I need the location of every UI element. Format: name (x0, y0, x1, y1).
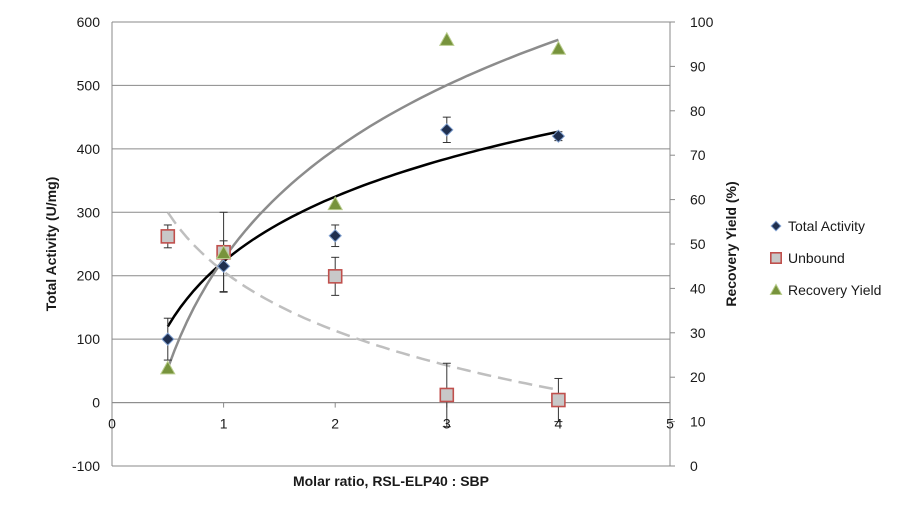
recovery-yield-point (438, 31, 455, 46)
y-tick-label-left: 100 (77, 331, 101, 347)
legend-label-recovery-yield: Recovery Yield (788, 282, 881, 298)
x-axis-title: Molar ratio, RSL-ELP40 : SBP (293, 473, 489, 489)
total-activity-point (161, 332, 175, 346)
legend-marker-unbound (769, 252, 782, 265)
legend-label-total-activity: Total Activity (788, 218, 865, 234)
unbound-point (551, 392, 566, 408)
y-tick-label-right: 60 (690, 192, 706, 208)
trendline-2 (166, 211, 559, 392)
unbound-point (160, 229, 176, 244)
x-tick-label: 1 (220, 416, 228, 432)
total-activity-point (551, 129, 566, 143)
legend-label-unbound: Unbound (788, 250, 845, 266)
y-tick-label-right: 20 (690, 369, 706, 385)
y-tick-label-right: 30 (690, 325, 706, 341)
recovery-yield-point (550, 40, 567, 55)
recovery-yield-point (327, 196, 344, 211)
y-tick-label-left: 300 (77, 204, 101, 220)
y-tick-label-right: 80 (690, 103, 706, 119)
x-tick-label: 0 (108, 416, 116, 432)
data-points (159, 31, 567, 408)
y-tick-label-right: 70 (690, 147, 706, 163)
legend: Total Activity Unbound Recovery Yield (769, 218, 881, 298)
y-tick-label-left: 600 (77, 14, 101, 30)
x-tick-label: 2 (331, 416, 339, 432)
y-tick-label-left: 0 (92, 395, 100, 411)
unbound-point (327, 269, 343, 284)
y-tick-label-left: 200 (77, 268, 101, 284)
gridlines (112, 21, 670, 467)
legend-item-unbound: Unbound (769, 250, 845, 266)
y-tick-label-left: 400 (77, 141, 101, 157)
x-tick-label: 4 (555, 416, 563, 432)
y-tick-label-left: -100 (72, 458, 100, 474)
y-axis-title-left: Total Activity (U/mg) (43, 177, 59, 312)
trendlines (166, 38, 559, 392)
trendline-0 (166, 130, 559, 328)
total-activity-point (216, 259, 231, 273)
total-activity-point (440, 123, 454, 137)
trendline-1 (166, 38, 559, 369)
total-activity-point (328, 229, 342, 243)
y-tick-label-left: 500 (77, 77, 101, 93)
legend-item-recovery-yield: Recovery Yield (769, 282, 881, 298)
tick-labels: 0 1 2 3 4 5 -100 0 100 200 300 400 500 600 0 10 20 30 40 50… (72, 14, 714, 474)
axes (111, 21, 675, 467)
y-tick-label-right: 90 (690, 58, 706, 74)
legend-item-total-activity: Total Activity (770, 218, 865, 234)
y-tick-label-right: 50 (690, 236, 706, 252)
x-tick-label: 3 (443, 416, 451, 432)
y-tick-label-right: 40 (690, 280, 706, 296)
legend-marker-total-activity (770, 220, 782, 232)
unbound-point (439, 387, 455, 403)
x-tick-label: 5 (666, 416, 674, 432)
y-tick-label-right: 0 (690, 458, 698, 474)
legend-marker-recovery-yield (769, 283, 783, 295)
recovery-yield-point (159, 360, 176, 375)
recovery-yield-point (215, 244, 232, 259)
y-tick-label-right: 10 (690, 414, 706, 430)
y-axis-title-right: Recovery Yield (%) (723, 181, 739, 306)
y-tick-label-right: 100 (690, 14, 714, 30)
